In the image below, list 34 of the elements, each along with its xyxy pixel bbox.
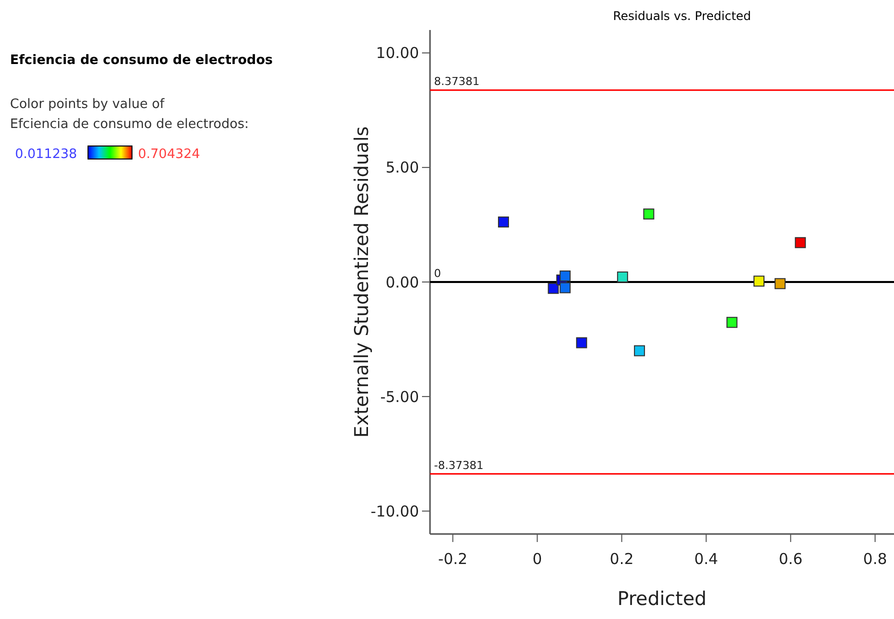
point xyxy=(617,271,628,282)
point xyxy=(726,316,738,328)
text: 0.011238 xyxy=(15,147,78,162)
text: 0.704324 xyxy=(138,147,200,162)
y-tick-label: 5.00 xyxy=(386,158,419,177)
ref-line-label: 8.37381 xyxy=(434,75,480,88)
chart-title: Residuals vs. Predicted xyxy=(612,9,752,23)
x-tick-label: 0.6 xyxy=(778,550,803,568)
x-tick-label: 0 xyxy=(532,550,542,568)
point xyxy=(576,337,588,348)
point xyxy=(498,216,509,228)
point xyxy=(548,282,559,294)
point xyxy=(560,282,571,294)
x-axis-title: Predicted xyxy=(617,588,707,610)
y-tick-label: -5.00 xyxy=(380,388,419,406)
x-tick-label: 0.2 xyxy=(610,550,634,568)
y-tick-label: 10.00 xyxy=(376,44,419,62)
x-tick-label: 0.4 xyxy=(694,550,718,568)
text: Efciencia de consumo de electrodos: xyxy=(10,117,249,132)
text: Efciencia de consumo de electrodos xyxy=(10,53,274,68)
point xyxy=(643,208,654,220)
x-tick-label: 0.8 xyxy=(863,550,888,568)
point xyxy=(774,278,786,290)
y-axis-title: Externally Studentized Residuals xyxy=(351,126,373,438)
point xyxy=(560,270,571,282)
text: Color points by value of xyxy=(10,97,165,112)
y-tick-label: -10.00 xyxy=(370,502,419,520)
point xyxy=(753,276,764,287)
ref-line-label: -8.37381 xyxy=(434,458,484,472)
y-tick-label: 0.00 xyxy=(386,273,419,292)
point xyxy=(794,237,806,248)
x-tick-label: -0.2 xyxy=(438,550,468,568)
ref-line-label: 0 xyxy=(434,267,441,280)
point xyxy=(634,345,645,356)
